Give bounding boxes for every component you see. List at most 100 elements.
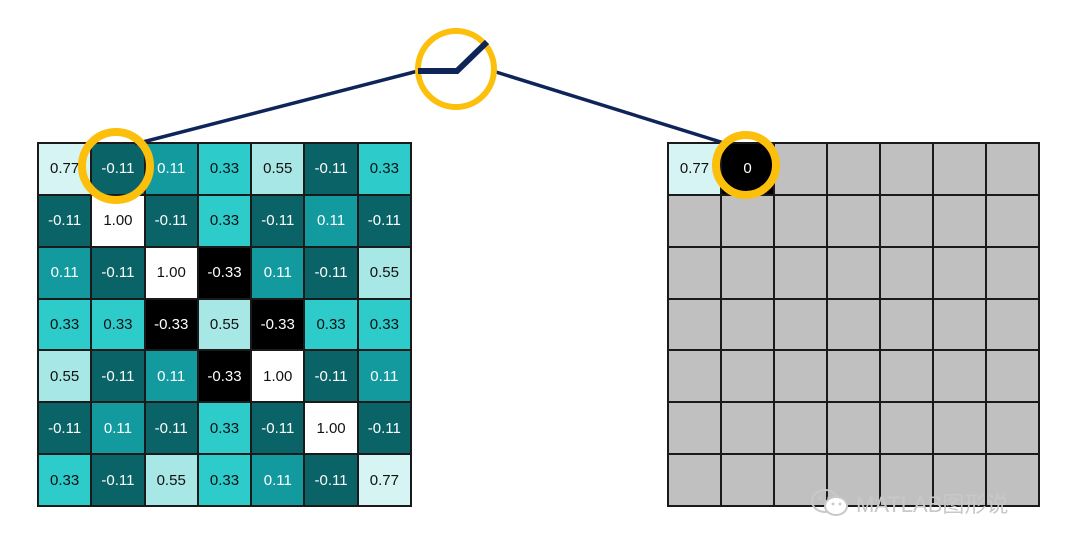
input_grid-cell: 0.33 [197,194,252,247]
output_grid-cell [827,194,880,247]
input_grid-cell: -0.33 [197,350,252,403]
input_grid-cell: -0.33 [144,298,198,351]
input_grid-cell: -0.33 [197,246,252,299]
output_grid-cell [827,350,880,403]
input_grid-cell: 0.11 [251,454,305,506]
input_grid-cell: 0.11 [91,402,145,455]
input_grid-cell: 0.11 [144,350,198,403]
input_grid-cell: -0.11 [91,143,145,195]
output_grid-cell [933,194,986,247]
input_grid-cell: -0.11 [304,143,358,195]
input_grid-cell: -0.11 [357,402,411,455]
input_grid-cell: -0.11 [91,350,145,403]
input_grid-cell: 0.55 [251,143,305,195]
output_grid-cell [668,298,721,351]
input_grid-cell: -0.11 [91,246,145,299]
output_grid-cell [933,246,986,299]
relu-activation-icon [415,28,497,110]
input_grid-cell: -0.11 [251,194,305,247]
output_grid-cell [721,246,774,299]
output_grid-cell [880,298,933,351]
input_grid-cell: 0.33 [91,298,145,351]
input_grid-cell: -0.11 [357,194,411,247]
output_grid-cell [880,402,933,455]
watermark: MATLAB图形说 [810,487,1008,519]
connector-line-left [134,69,419,146]
input_grid-cell: -0.11 [144,194,198,247]
input_grid-cell: 1.00 [251,350,305,403]
wechat-icon [811,489,848,516]
input_grid-cell: 0.33 [197,402,252,455]
input_grid-cell: -0.11 [38,194,92,247]
watermark-text: MATLAB图形说 [856,492,1009,517]
output_grid-cell [668,454,721,506]
input_grid-cell: 0.55 [357,246,411,299]
input_grid-cell: -0.11 [304,454,358,506]
output_grid-cell [774,246,827,299]
output_grid-cell [986,454,1039,506]
output_grid-cell [986,402,1039,455]
input_grid-cell: 0.11 [38,246,92,299]
output_grid-cell [774,402,827,455]
output_grid-cell [774,194,827,247]
output_grid-cell [933,454,986,506]
output_grid-cell: 0.77 [668,143,721,195]
input_grid-cell: 0.33 [357,298,411,351]
output_grid-cell [668,246,721,299]
output_grid-cell [880,143,933,195]
output_grid-cell [774,454,827,506]
input_grid-cell: 0.33 [38,298,92,351]
output_grid-cell [721,454,774,506]
input_grid-cell: -0.11 [304,350,358,403]
output_grid-cell [986,194,1039,247]
output_grid-cell [986,350,1039,403]
output_grid-cell [827,402,880,455]
output_grid-cell [986,298,1039,351]
input_grid-cell: 1.00 [144,246,198,299]
output_grid-cell [880,454,933,506]
input_grid-cell: -0.11 [144,402,198,455]
output_grid-cell [668,350,721,403]
input_grid-cell: 0.77 [357,454,411,506]
input_grid-cell: 0.33 [357,143,411,195]
output_grid-cell: 0 [721,143,774,195]
input_grid-cell: 0.55 [197,298,252,351]
input_grid-cell: 0.33 [197,454,252,506]
output_grid-cell [933,298,986,351]
input_grid-cell: 0.11 [144,143,198,195]
output_grid-cell [986,246,1039,299]
input_grid-cell: -0.33 [251,298,305,351]
input_grid-cell: 0.55 [38,350,92,403]
input_grid-cell: 0.11 [357,350,411,403]
output_grid-cell [933,350,986,403]
output_grid-cell [721,194,774,247]
input_grid-cell: -0.11 [304,246,358,299]
output-feature-map: 0.77 0 [667,142,1040,507]
input_grid-cell: 0.33 [38,454,92,506]
output_grid-cell [774,298,827,351]
input-feature-map: 0.77 -0.11 0.11 0.33 0.55 -0.11 0.33 -0.11 1.00-… [37,142,412,507]
output_grid-cell [668,194,721,247]
input_grid-cell: 0.11 [251,246,305,299]
input_grid-cell: 1.00 [91,194,145,247]
output_grid-cell [986,143,1039,195]
input_grid-cell: 1.00 [304,402,358,455]
output_grid-cell [774,143,827,195]
input_grid-cell: -0.11 [251,402,305,455]
output_grid-cell [721,298,774,351]
output_grid-cell [880,194,933,247]
output_grid-cell [668,402,721,455]
input_grid-cell: 0.33 [304,298,358,351]
output_grid-cell [827,143,880,195]
connector-line-right [495,70,725,145]
output_grid-cell [774,350,827,403]
input_grid-cell: -0.11 [91,454,145,506]
output_grid-cell [880,350,933,403]
output_grid-cell [933,402,986,455]
input_grid-cell: 0.77 [38,143,92,195]
input_grid-cell: 0.33 [197,143,252,195]
output_grid-cell [721,350,774,403]
input_grid-cell: 0.11 [304,194,358,247]
output_grid-cell [880,246,933,299]
output_grid-cell [721,402,774,455]
